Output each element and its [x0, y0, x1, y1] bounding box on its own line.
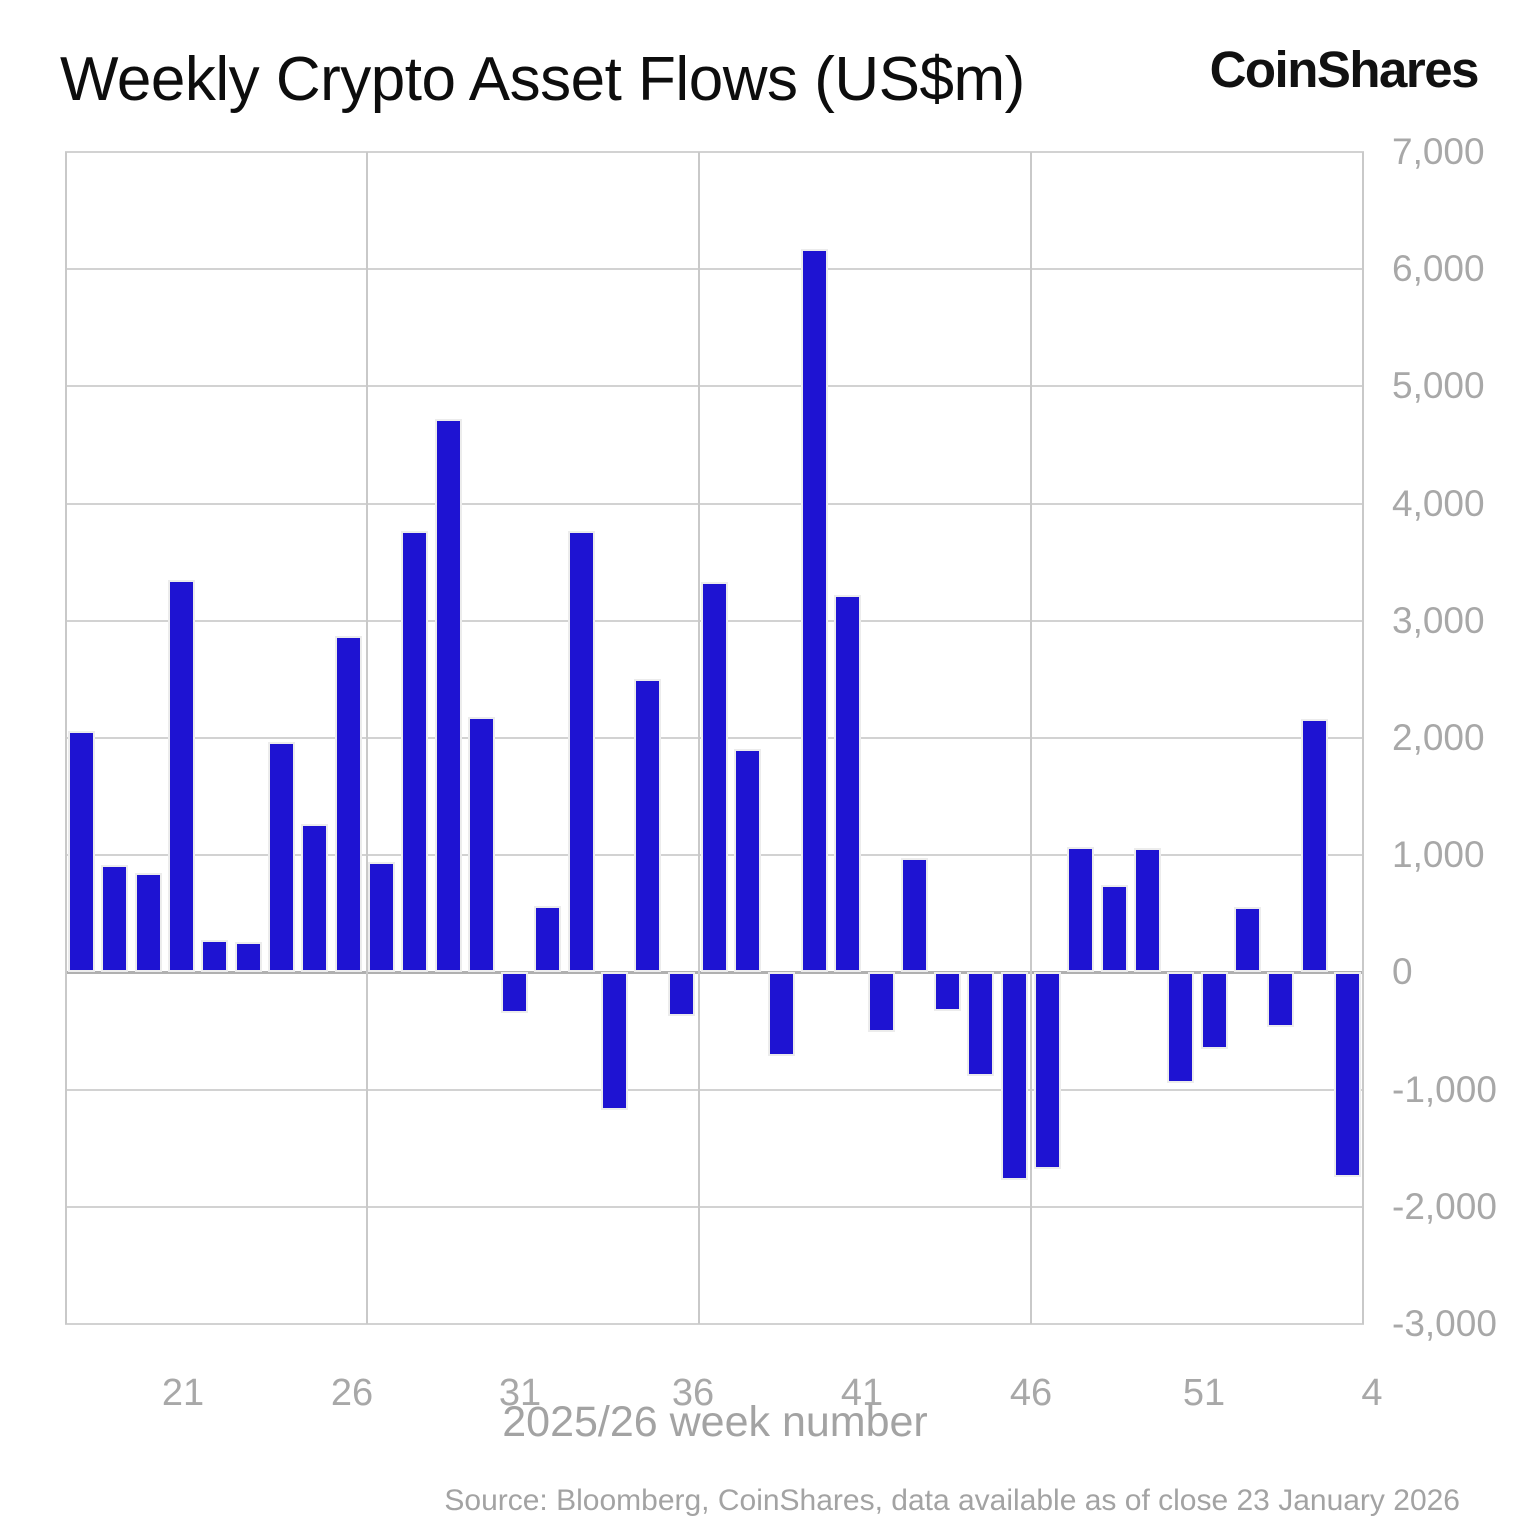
bar-week-1: [1233, 906, 1261, 973]
ytick-label: -3,000: [1392, 1303, 1497, 1344]
xtick-label: 4: [1361, 1372, 1383, 1414]
bar-week-3: [1300, 719, 1328, 973]
hgrid-line: [65, 502, 1364, 505]
vgrid-line: [366, 152, 368, 1324]
bar-week-34: [601, 972, 629, 1110]
source-note: Source: Bloomberg, CoinShares, data avai…: [444, 1484, 1460, 1517]
bar-week-37: [701, 582, 728, 973]
bar-week-45: [967, 972, 995, 1076]
bar-week-33: [567, 530, 595, 973]
bar-week-19: [101, 864, 129, 973]
ytick-label: -2,000: [1392, 1185, 1497, 1227]
hgrid-line: [65, 268, 1364, 271]
x-axis-title: 2025/26 week number: [502, 1398, 928, 1446]
bar-week-41: [834, 595, 862, 973]
bar-week-21: [168, 579, 196, 973]
bar-week-23: [234, 941, 262, 973]
bar-week-52: [1200, 972, 1228, 1049]
xtick-label: 26: [330, 1372, 374, 1414]
bar-week-31: [501, 972, 529, 1014]
bar-week-24: [268, 741, 295, 973]
ytick-label: -1,000: [1392, 1068, 1497, 1110]
xtick-label: 21: [161, 1372, 205, 1414]
chart-title: Weekly Crypto Asset Flows (US$m): [60, 45, 1025, 114]
bar-week-27: [367, 862, 395, 973]
hgrid-line: [65, 1323, 1364, 1325]
bar-week-39: [767, 972, 795, 1056]
xtick-label: 46: [1009, 1372, 1053, 1414]
bar-week-29: [434, 419, 462, 973]
bar-week-35: [634, 679, 662, 973]
ytick-label: 2,000: [1392, 717, 1485, 758]
ytick-label: 3,000: [1392, 599, 1485, 641]
bar-week-42: [867, 972, 895, 1033]
bar-week-18: [68, 730, 96, 973]
bar-week-38: [734, 748, 762, 973]
ytick-label: 6,000: [1392, 248, 1485, 290]
vgrid-line: [1030, 152, 1032, 1324]
bar-week-44: [934, 972, 962, 1012]
plot-area: [65, 151, 1364, 1325]
hgrid-line: [65, 1088, 1364, 1091]
xtick-label: 41: [840, 1372, 884, 1414]
bar-week-40: [800, 249, 828, 973]
bar-week-20: [134, 872, 162, 973]
vgrid-line: [698, 152, 700, 1324]
x-axis-labels: 21 26 31 36 41 46 51 4: [0, 1372, 1536, 1420]
bar-week-2: [1267, 972, 1295, 1028]
hgrid-line: [65, 385, 1364, 388]
bar-week-32: [534, 905, 562, 973]
ytick-label: 5,000: [1392, 365, 1485, 407]
bar-week-51: [1167, 972, 1195, 1083]
hgrid-line: [65, 151, 1364, 153]
xtick-label: 51: [1182, 1372, 1226, 1414]
bar-week-36: [667, 972, 695, 1016]
bar-week-49: [1100, 884, 1128, 973]
vgrid-line: [1362, 152, 1364, 1324]
bar-week-47: [1034, 972, 1062, 1170]
ytick-label: 0: [1392, 951, 1413, 993]
y-axis-labels: 7,000 6,000 5,000 4,000 3,000 2,000 1,000 0 -1,0…: [1392, 131, 1532, 1344]
vgrid-line: [65, 152, 67, 1324]
zero-line: [65, 970, 1364, 974]
ytick-label: 7,000: [1392, 131, 1485, 172]
bar-week-46: [1000, 972, 1028, 1180]
ytick-label: 1,000: [1392, 834, 1485, 876]
bar-week-26: [334, 636, 362, 973]
bar-week-30: [467, 716, 495, 973]
xtick-label: 31: [498, 1372, 542, 1414]
bar-week-4: [1333, 972, 1361, 1178]
bar-week-43: [900, 857, 928, 973]
ytick-label: 4,000: [1392, 482, 1485, 524]
bar-week-25: [301, 823, 329, 973]
bar-week-22: [201, 939, 229, 973]
hgrid-line: [65, 1205, 1364, 1208]
xtick-label: 36: [671, 1372, 715, 1414]
bar-week-28: [401, 530, 429, 973]
bar-week-48: [1067, 846, 1095, 973]
coinshares-logo: CoinShares: [1209, 41, 1480, 98]
bar-week-50: [1134, 848, 1161, 973]
